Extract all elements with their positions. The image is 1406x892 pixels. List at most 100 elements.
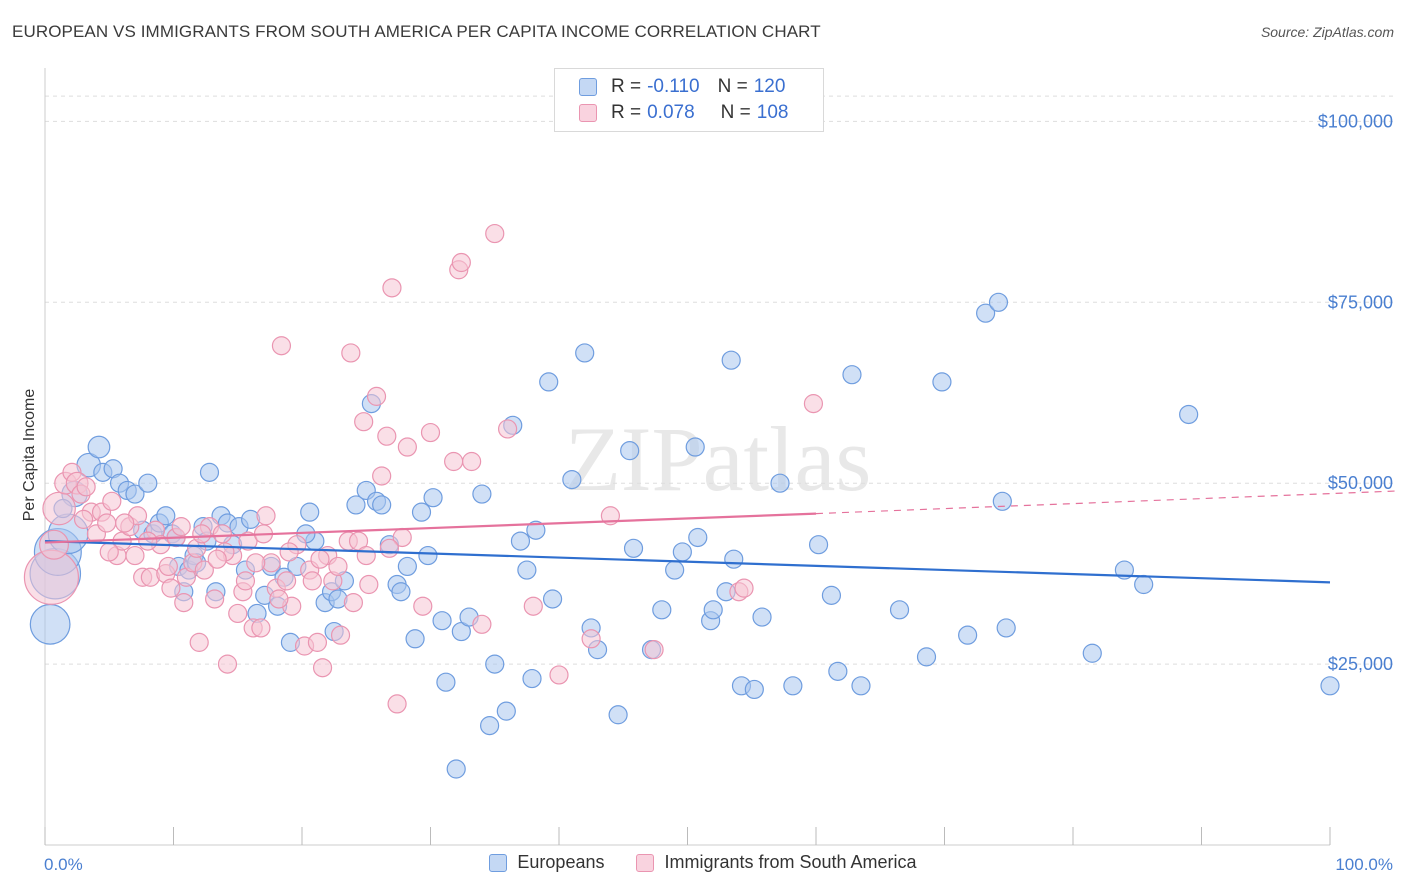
point-european	[517, 560, 537, 580]
point-immigrant	[382, 278, 402, 298]
axes	[44, 68, 1331, 846]
legend-r-value: 0.078	[647, 102, 695, 123]
point-immigrant	[238, 531, 258, 551]
point-european	[542, 589, 563, 609]
point-european	[623, 538, 644, 558]
point-immigrant	[462, 451, 482, 472]
legend-swatch-pink	[636, 853, 655, 872]
point-immigrant	[581, 629, 601, 649]
point-immigrant	[413, 596, 433, 616]
point-immigrant	[271, 336, 292, 356]
point-immigrant	[343, 592, 363, 613]
point-european	[423, 488, 443, 508]
point-european	[436, 672, 456, 692]
legend-row-immigrants: R = 0.078 N = 108	[579, 101, 788, 125]
point-european	[744, 679, 764, 700]
legend-r-label: R =	[611, 76, 642, 97]
point-european	[620, 441, 640, 461]
stats-legend: R = -0.110 N = 120 R = 0.078 N = 108	[554, 68, 824, 132]
point-immigrant	[734, 578, 754, 598]
point-immigrant	[192, 524, 212, 544]
point-european	[851, 676, 871, 696]
point-immigrant	[307, 632, 328, 652]
point-european	[672, 542, 692, 562]
point-european	[783, 676, 803, 696]
trend-line-europeans	[44, 539, 1331, 584]
point-european	[346, 495, 366, 515]
point-european	[199, 462, 220, 482]
point-immigrant	[498, 419, 518, 439]
point-immigrant	[549, 665, 569, 685]
point-european	[125, 484, 145, 504]
point-european	[1320, 676, 1340, 696]
point-european	[472, 484, 492, 504]
point-european	[138, 473, 158, 493]
point-european	[411, 502, 432, 522]
point-european	[821, 585, 842, 605]
point-european	[522, 668, 542, 689]
point-european	[562, 469, 582, 490]
point-immigrant	[125, 545, 145, 566]
point-european	[770, 473, 790, 493]
chart-title: EUROPEAN VS IMMIGRANTS FROM SOUTH AMERIC…	[12, 22, 821, 41]
point-immigrant	[207, 549, 227, 569]
trend-line-immigrants-extension	[815, 490, 1396, 515]
y-tick-label: $75,000	[1328, 292, 1393, 312]
point-european	[688, 527, 708, 548]
point-european	[808, 535, 829, 555]
point-european	[752, 607, 772, 627]
y-tick-label: $100,000	[1318, 111, 1393, 131]
point-immigrant	[38, 529, 69, 560]
x-tick-label: 100.0%	[1335, 855, 1393, 874]
point-immigrant	[42, 491, 76, 526]
legend-item-immigrants: Immigrants from South America	[636, 852, 917, 873]
point-european	[496, 701, 516, 721]
point-european	[539, 372, 559, 392]
y-tick-label: $50,000	[1328, 473, 1393, 493]
point-immigrant	[205, 589, 225, 609]
point-european	[526, 520, 546, 540]
point-european	[510, 531, 531, 551]
point-immigrant	[161, 578, 181, 598]
point-immigrant	[76, 477, 96, 497]
series-immigrants	[23, 223, 824, 714]
point-european	[1179, 404, 1199, 425]
point-immigrant	[97, 513, 117, 533]
legend-label-europeans: Europeans	[517, 852, 605, 872]
point-european	[29, 603, 71, 645]
point-immigrant	[302, 571, 322, 591]
point-european	[724, 549, 744, 569]
watermark: ZIPatlas	[565, 408, 872, 510]
x-tick-label: 0.0%	[44, 855, 83, 874]
point-immigrant	[377, 426, 397, 446]
trend-line-immigrants	[44, 512, 817, 544]
legend-n-label: N =	[717, 76, 748, 97]
point-immigrant	[397, 437, 417, 457]
trend-lines	[44, 490, 1396, 584]
point-european	[446, 759, 466, 779]
point-european	[608, 705, 628, 725]
point-immigrant	[472, 614, 492, 634]
point-european	[932, 372, 952, 392]
point-immigrant	[279, 542, 299, 562]
legend-r-label: R =	[611, 102, 642, 123]
point-european	[1134, 574, 1154, 595]
point-european	[665, 560, 685, 580]
point-european	[485, 654, 505, 674]
point-immigrant	[803, 394, 824, 414]
point-european	[432, 611, 452, 631]
source-label: Source: ZipAtlas.com	[1260, 24, 1394, 40]
point-immigrant	[99, 542, 119, 562]
point-european	[889, 600, 910, 620]
point-immigrant	[420, 422, 441, 443]
point-immigrant	[444, 451, 464, 472]
y-tick-label: $25,000	[1328, 654, 1393, 674]
point-european	[721, 350, 741, 370]
legend-r-value: -0.110	[647, 76, 700, 97]
point-european	[480, 716, 500, 736]
point-immigrant	[138, 531, 158, 551]
point-european	[992, 491, 1012, 511]
point-immigrant	[341, 343, 361, 363]
point-immigrant	[115, 513, 135, 533]
